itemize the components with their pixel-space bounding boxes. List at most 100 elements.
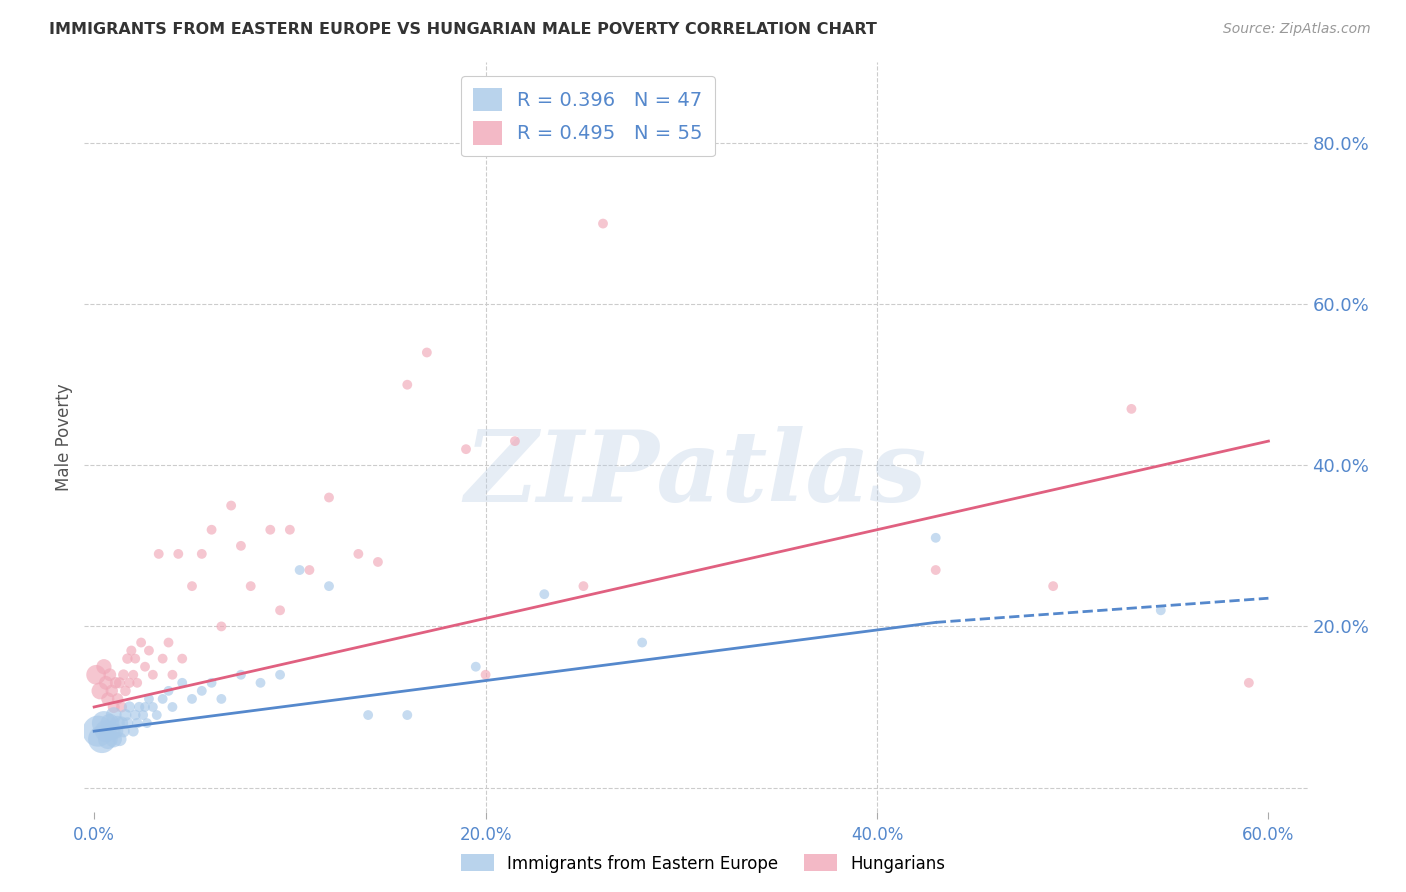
Point: [117, 651, 139, 665]
Point: [142, 700, 165, 714]
Point: [172, 675, 194, 690]
Point: [148, 547, 170, 561]
Point: [157, 684, 180, 698]
Point: [104, 675, 127, 690]
Point: [117, 716, 139, 731]
Point: [91, 732, 114, 747]
Point: [94, 675, 117, 690]
Point: [118, 675, 141, 690]
Point: [219, 499, 242, 513]
Point: [122, 724, 145, 739]
Point: [162, 667, 184, 681]
Point: [114, 708, 136, 723]
Point: [84, 667, 107, 681]
Point: [167, 547, 190, 561]
Legend: R = 0.396   N = 47, R = 0.495   N = 55: R = 0.396 N = 47, R = 0.495 N = 55: [461, 76, 714, 156]
Point: [1121, 401, 1143, 416]
Point: [318, 579, 340, 593]
Point: [269, 667, 291, 681]
Point: [87, 724, 110, 739]
Point: [124, 708, 146, 723]
Point: [98, 716, 121, 731]
Point: [925, 531, 948, 545]
Point: [152, 651, 174, 665]
Point: [200, 675, 222, 690]
Point: [533, 587, 555, 601]
Point: [269, 603, 291, 617]
Point: [209, 619, 232, 633]
Point: [98, 667, 121, 681]
Point: [162, 700, 184, 714]
Point: [367, 555, 389, 569]
Point: [97, 692, 120, 706]
Point: [136, 716, 159, 731]
Point: [112, 667, 135, 681]
Point: [347, 547, 370, 561]
Point: [357, 708, 380, 723]
Point: [110, 716, 132, 731]
Point: [1150, 603, 1173, 617]
Point: [925, 563, 948, 577]
Y-axis label: Male Poverty: Male Poverty: [55, 384, 73, 491]
Point: [108, 675, 131, 690]
Legend: Immigrants from Eastern Europe, Hungarians: Immigrants from Eastern Europe, Hungaria…: [454, 847, 952, 880]
Point: [110, 700, 132, 714]
Point: [103, 700, 125, 714]
Point: [239, 579, 262, 593]
Point: [191, 684, 214, 698]
Point: [104, 724, 127, 739]
Point: [288, 563, 311, 577]
Point: [103, 732, 125, 747]
Point: [631, 635, 654, 649]
Point: [209, 692, 232, 706]
Point: [152, 692, 174, 706]
Point: [108, 732, 131, 747]
Point: [318, 491, 340, 505]
Text: Source: ZipAtlas.com: Source: ZipAtlas.com: [1223, 22, 1371, 37]
Point: [172, 651, 194, 665]
Point: [229, 539, 252, 553]
Point: [103, 708, 125, 723]
Point: [396, 377, 419, 392]
Point: [142, 667, 165, 681]
Point: [128, 700, 150, 714]
Text: ZIPatlas: ZIPatlas: [465, 426, 927, 523]
Point: [249, 675, 271, 690]
Point: [107, 716, 129, 731]
Text: IMMIGRANTS FROM EASTERN EUROPE VS HUNGARIAN MALE POVERTY CORRELATION CHART: IMMIGRANTS FROM EASTERN EUROPE VS HUNGAR…: [49, 22, 877, 37]
Point: [118, 700, 141, 714]
Point: [191, 547, 214, 561]
Point: [132, 708, 155, 723]
Point: [278, 523, 301, 537]
Point: [134, 700, 156, 714]
Point: [127, 716, 149, 731]
Point: [416, 345, 439, 359]
Point: [89, 684, 111, 698]
Point: [474, 667, 496, 681]
Point: [124, 651, 146, 665]
Point: [100, 724, 122, 739]
Point: [122, 667, 145, 681]
Point: [94, 724, 117, 739]
Point: [146, 708, 169, 723]
Point: [107, 692, 129, 706]
Point: [464, 659, 486, 673]
Point: [572, 579, 595, 593]
Point: [1042, 579, 1064, 593]
Point: [138, 692, 160, 706]
Point: [181, 692, 204, 706]
Point: [181, 579, 204, 593]
Point: [503, 434, 526, 449]
Point: [396, 708, 419, 723]
Point: [138, 643, 160, 657]
Point: [200, 523, 222, 537]
Point: [93, 716, 115, 731]
Point: [100, 684, 122, 698]
Point: [97, 732, 120, 747]
Point: [114, 684, 136, 698]
Point: [157, 635, 180, 649]
Point: [229, 667, 252, 681]
Point: [93, 659, 115, 673]
Point: [1237, 675, 1260, 690]
Point: [298, 563, 321, 577]
